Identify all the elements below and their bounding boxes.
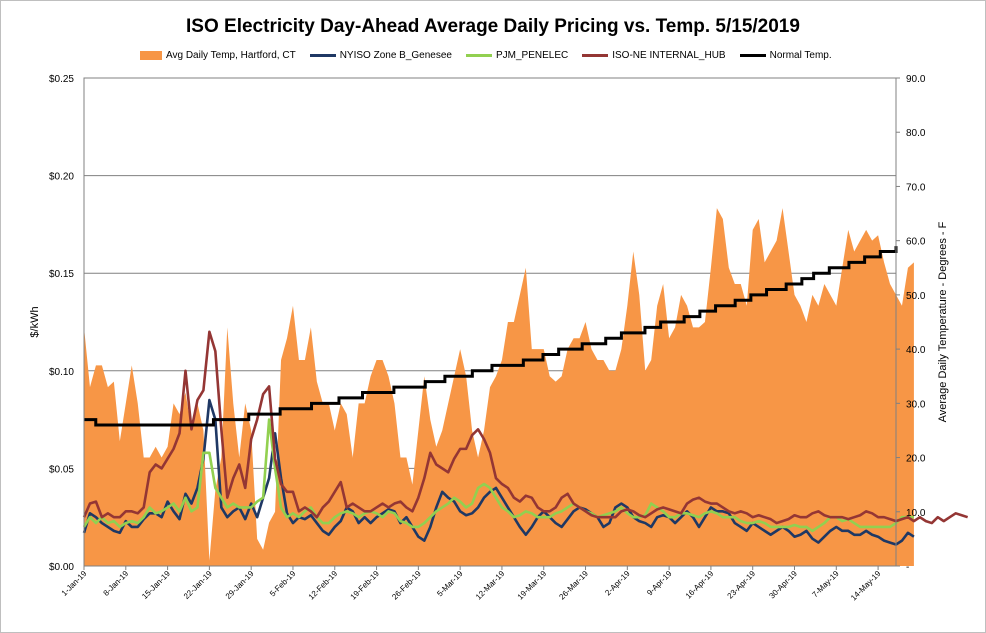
legend-item-pjm: PJM_PENELEC — [465, 49, 569, 61]
series-line-pjm — [82, 418, 914, 533]
x-axis: 1-Jan-19 8-Jan-19 15-Jan-19 22-Jan-19 29-Jan… — [60, 566, 883, 602]
x-tick-label: 2-Apr-19 — [603, 569, 632, 598]
legend-swatch-nyiso — [309, 53, 336, 57]
y2-tick-label: 20.0 — [906, 454, 926, 465]
y-axis-right: - 10.0 20.0 30.0 40.0 50.0 60.0 70.0 80.0 90.0 — [896, 74, 926, 573]
legend-item-temp: Avg Daily Temp, Hartford, CT — [140, 50, 296, 61]
legend-swatch-temp — [140, 50, 162, 60]
x-tick-label: 22-Jan-19 — [182, 569, 214, 601]
y-tick-label: $0.05 — [49, 464, 74, 475]
legend-swatch-isone — [582, 53, 609, 57]
chart-title: ISO Electricity Day-Ahead Average Daily … — [186, 16, 800, 37]
y2-tick-label: 50.0 — [906, 291, 926, 302]
y-tick-label: $0.00 — [49, 562, 74, 573]
temp-area-layer — [84, 208, 914, 566]
series-line-nyiso — [82, 398, 915, 546]
series-line-normal-temp — [84, 246, 898, 427]
y-tick-label: $0.20 — [49, 172, 74, 183]
y2-tick-label: 30.0 — [906, 399, 926, 410]
x-tick-label: 26-Mar-19 — [557, 569, 590, 602]
legend-item-nyiso: NYISO Zone B_Genesee — [309, 49, 452, 61]
y-tick-label: $0.15 — [49, 269, 74, 280]
x-tick-label: 16-Apr-19 — [684, 569, 716, 601]
plot-area-border — [83, 77, 897, 567]
y2-tick-label: 80.0 — [906, 128, 926, 139]
x-tick-label: 8-Jan-19 — [102, 569, 131, 598]
y-axis-left: $0.00 $0.05 $0.10 $0.15 $0.20 $0.25 — [49, 74, 74, 573]
y2-tick-label: 40.0 — [906, 345, 926, 356]
legend-label-temp: Avg Daily Temp, Hartford, CT — [166, 49, 296, 61]
x-tick-label: 15-Jan-19 — [140, 569, 172, 601]
y2-tick-label: 10.0 — [906, 508, 926, 519]
x-tick-label: 12-Mar-19 — [474, 569, 507, 602]
x-tick-label: 12-Feb-19 — [307, 569, 340, 602]
y-tick-label: $0.25 — [49, 74, 74, 85]
x-tick-label: 30-Apr-19 — [767, 569, 799, 601]
x-tick-label: 9-Apr-19 — [645, 569, 674, 598]
y2-tick-label: 60.0 — [906, 237, 926, 248]
legend-label-nyiso: NYISO Zone B_Genesee — [339, 49, 452, 61]
y2-tick-label: - — [906, 562, 909, 573]
y-tick-label: $0.10 — [49, 367, 74, 378]
x-tick-label: 5-Mar-19 — [435, 569, 465, 599]
x-tick-label: 19-Feb-19 — [349, 569, 382, 602]
x-tick-label: 23-Apr-19 — [726, 569, 758, 601]
x-tick-label: 1-Jan-19 — [60, 569, 89, 598]
x-tick-label: 26-Feb-19 — [390, 569, 423, 602]
series-area-temp — [84, 208, 914, 566]
legend-swatch-normal — [739, 53, 766, 57]
legend-item-isone: ISO-NE INTERNAL_HUB — [582, 49, 726, 61]
price-lines-layer — [82, 246, 969, 546]
legend-label-isone: ISO-NE INTERNAL_HUB — [612, 49, 726, 61]
chart-legend: Avg Daily Temp, Hartford, CT NYISO Zone … — [140, 47, 846, 63]
x-tick-label: 29-Jan-19 — [224, 569, 256, 601]
y2-tick-label: 70.0 — [906, 182, 926, 193]
y-axis-title: $/kWh — [29, 306, 41, 337]
x-tick-label: 19-Mar-19 — [516, 569, 549, 602]
legend-label-normal: Normal Temp. — [769, 49, 832, 61]
x-tick-label: 14-May-19 — [849, 569, 883, 603]
legend-item-normal: Normal Temp. — [739, 49, 832, 61]
y2-tick-label: 90.0 — [906, 74, 926, 85]
y2-axis-title: Average Daily Temperature - Degrees - F — [937, 221, 949, 422]
x-tick-label: 5-Feb-19 — [268, 569, 298, 599]
legend-label-pjm: PJM_PENELEC — [495, 49, 569, 61]
x-tick-label: 7-May-19 — [810, 569, 841, 600]
series-line-isone — [82, 330, 969, 525]
legend-swatch-pjm — [465, 53, 492, 57]
